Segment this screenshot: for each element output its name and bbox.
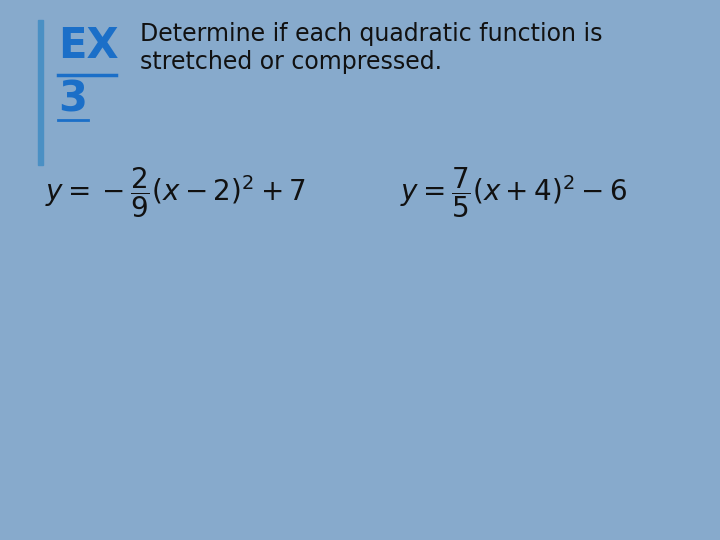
Text: Determine if each quadratic function is: Determine if each quadratic function is xyxy=(140,22,603,46)
Bar xyxy=(38,20,43,165)
Text: EX: EX xyxy=(58,25,119,67)
Text: 3: 3 xyxy=(58,79,87,121)
Text: stretched or compressed.: stretched or compressed. xyxy=(140,50,442,74)
Text: $y = \dfrac{7}{5}(x+4)^2-6$: $y = \dfrac{7}{5}(x+4)^2-6$ xyxy=(400,165,627,220)
Text: $y = -\dfrac{2}{9}(x-2)^2+7$: $y = -\dfrac{2}{9}(x-2)^2+7$ xyxy=(45,165,306,220)
